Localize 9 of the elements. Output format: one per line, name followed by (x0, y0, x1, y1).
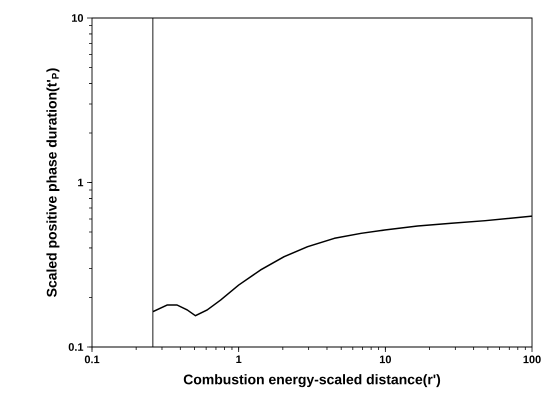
x-tick-label: 0.1 (84, 356, 100, 364)
x-tick-label: 1 (236, 356, 242, 364)
y-axis-title: Scaled positive phase duration(t'$_{P}$) (46, 68, 60, 297)
y-tick-label: 1 (78, 178, 84, 186)
y-tick-label: 10 (72, 14, 84, 22)
x-tick-label: 100 (524, 356, 541, 364)
x-tick-label: 10 (380, 356, 391, 364)
y-tick-label: 0.1 (68, 343, 84, 351)
x-axis-title: Combustion energy-scaled distance(r') (184, 374, 440, 388)
